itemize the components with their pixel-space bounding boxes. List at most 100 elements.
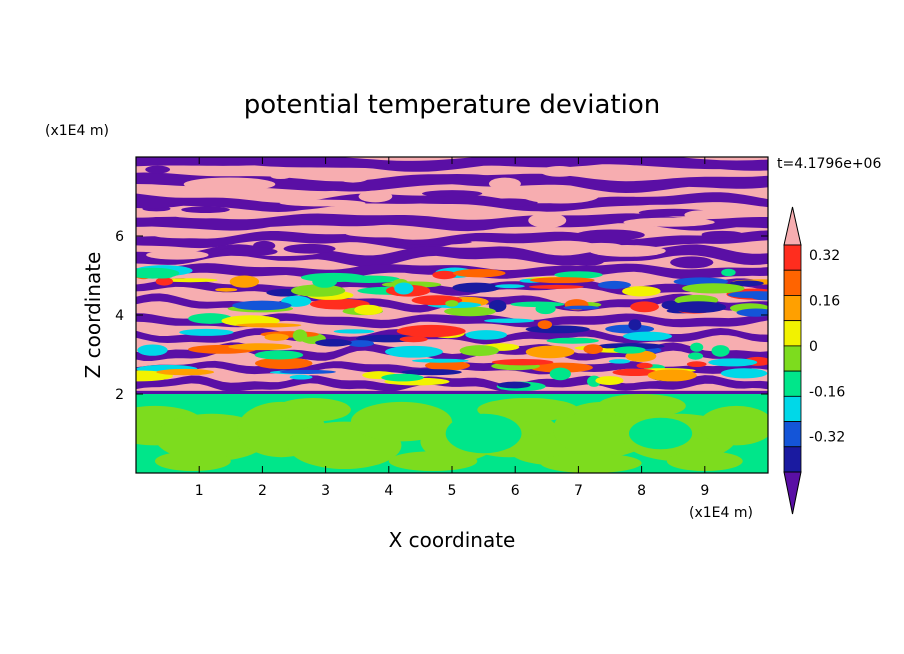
field-streak — [411, 358, 469, 363]
field-streak — [228, 343, 292, 351]
field-streak — [422, 190, 483, 197]
colorbar: 0.32 0.16 0 -0.16 -0.32 — [783, 206, 845, 515]
field-streak — [510, 301, 565, 308]
x-axis-label: X coordinate — [389, 528, 516, 552]
field-streak — [708, 358, 758, 367]
field-streak — [358, 190, 393, 203]
field-blob — [698, 405, 768, 446]
lower-region — [136, 394, 768, 473]
field-streak — [525, 345, 575, 359]
field-band — [136, 390, 768, 394]
upper-region — [136, 157, 768, 394]
field-streak — [156, 368, 215, 376]
field-streak — [188, 313, 233, 324]
colorbar-top-arrow — [783, 206, 802, 246]
field-streak — [540, 166, 579, 177]
field-streak — [522, 189, 599, 204]
field-streak — [636, 362, 653, 369]
field-blob — [154, 451, 231, 472]
field-streak — [154, 232, 213, 239]
plot-field — [136, 157, 768, 473]
field-streak — [419, 174, 495, 181]
field-streak — [488, 177, 521, 190]
field-streak — [546, 337, 599, 344]
field-streak — [568, 256, 605, 266]
field-streak — [183, 177, 276, 192]
field-streak — [630, 301, 659, 313]
field-streak — [396, 324, 466, 338]
field-streak — [537, 320, 553, 330]
field-streak — [711, 345, 730, 357]
colorbar-band — [783, 395, 802, 422]
colorbar-label: 0.16 — [809, 293, 840, 309]
field-blob — [445, 413, 522, 454]
field-streak — [549, 367, 572, 381]
field-band — [136, 192, 768, 212]
field-streak — [670, 301, 727, 313]
field-streak — [218, 247, 278, 257]
time-label: t=4.1796e+06 — [777, 156, 881, 172]
field-streak — [595, 376, 624, 385]
colorbar-band — [783, 421, 802, 448]
field-streak — [236, 323, 302, 328]
field-streak — [528, 212, 567, 229]
colorbar-label: -0.32 — [809, 430, 845, 446]
field-streak — [385, 345, 443, 358]
field-streak — [528, 284, 584, 289]
field-streak — [179, 328, 234, 336]
field-streak — [453, 268, 506, 278]
field-blob — [628, 417, 693, 450]
field-streak — [254, 350, 304, 360]
field-streak — [336, 171, 370, 183]
field-blob — [477, 397, 579, 422]
field-streak — [670, 256, 714, 269]
field-streak — [736, 308, 768, 317]
field-streak — [255, 357, 313, 370]
field-streak — [264, 333, 289, 341]
x-tick-label: 4 — [384, 483, 393, 499]
field-streak — [622, 331, 672, 341]
field-streak — [162, 278, 218, 283]
field-streak — [465, 330, 508, 340]
field-streak — [583, 344, 603, 354]
field-streak — [279, 369, 336, 374]
field-streak — [597, 342, 665, 350]
field-streak — [401, 369, 462, 376]
colorbar-band — [783, 269, 802, 296]
field-streak — [312, 275, 338, 288]
y-tick-label: 6 — [115, 229, 124, 245]
x-tick-label: 8 — [637, 483, 646, 499]
field-streak — [720, 368, 768, 379]
colorbar-band — [783, 345, 802, 372]
field-streak — [315, 338, 352, 347]
field-streak — [137, 344, 168, 356]
y-tick-label: 2 — [115, 387, 124, 403]
field-streak — [623, 217, 715, 227]
field-streak — [397, 239, 472, 245]
field-streak — [491, 359, 554, 366]
y-axis: 2 4 6 — [115, 229, 768, 403]
colorbar-label: 0 — [809, 339, 818, 355]
colorbar-label: -0.16 — [809, 384, 845, 400]
x-tick-label: 6 — [511, 483, 520, 499]
field-band — [136, 313, 768, 329]
field-streak — [394, 282, 414, 295]
field-streak — [488, 299, 507, 312]
colorbar-band — [783, 295, 802, 322]
field-streak — [688, 352, 704, 360]
field-streak — [686, 361, 707, 368]
field-band — [136, 375, 768, 392]
field-streak — [628, 319, 642, 331]
field-streak — [481, 198, 538, 207]
field-streak — [484, 318, 535, 323]
x-tick-label: 1 — [195, 483, 204, 499]
field-streak — [690, 342, 704, 352]
field-blob — [275, 397, 351, 422]
field-streak — [310, 298, 370, 310]
colorbar-band — [783, 370, 802, 397]
field-streak — [682, 283, 745, 294]
field-streak — [279, 199, 366, 207]
field-streak — [563, 305, 600, 310]
field-streak — [575, 229, 645, 241]
field-blob — [597, 394, 686, 418]
